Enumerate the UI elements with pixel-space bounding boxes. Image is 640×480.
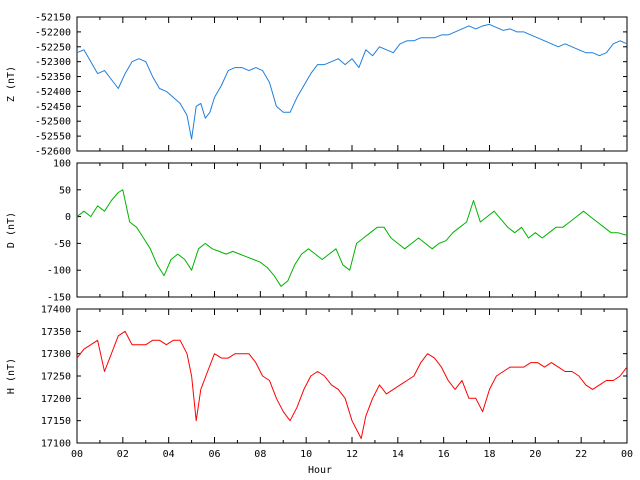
z-y-axis-title: Z (nT)	[6, 66, 17, 102]
x-tick-label: 10	[300, 449, 312, 460]
d-series-line	[76, 189, 628, 287]
d-y-tick-label: -50	[53, 239, 71, 250]
h-y-axis-title: H (nT)	[6, 358, 17, 394]
x-tick-label: 04	[163, 449, 175, 460]
z-y-tick-label: -52400	[35, 87, 71, 98]
x-axis-title: Hour	[308, 465, 332, 476]
x-tick-label: 16	[438, 449, 450, 460]
d-plot-frame	[76, 162, 628, 298]
z-y-tick-label: -52150	[35, 13, 71, 24]
x-tick-label: 14	[392, 449, 404, 460]
h-y-tick-label: 17400	[41, 305, 71, 316]
z-y-tick-label: -52600	[35, 147, 71, 158]
z-y-tick-label: -52450	[35, 102, 71, 113]
x-tick-label: 20	[529, 449, 541, 460]
x-tick-label: 12	[346, 449, 358, 460]
x-tick-label: 02	[117, 449, 129, 460]
h-y-tick-label: 17150	[41, 416, 71, 427]
z-y-tick-label: -52200	[35, 27, 71, 38]
h-y-tick-label: 17200	[41, 394, 71, 405]
x-tick-label: 00	[71, 449, 83, 460]
d-y-tick-label: 50	[59, 185, 71, 196]
x-tick-label: 00	[621, 449, 633, 460]
z-y-tick-label: -52300	[35, 57, 71, 68]
x-tick-label: 06	[208, 449, 220, 460]
x-tick-label: 08	[254, 449, 266, 460]
h-y-tick-label: 17300	[41, 349, 71, 360]
h-series-line	[76, 330, 628, 439]
h-y-tick-label: 17250	[41, 372, 71, 383]
z-y-tick-label: -52550	[35, 132, 71, 143]
d-y-tick-label: 0	[65, 212, 71, 223]
z-y-tick-label: -52350	[35, 72, 71, 83]
h-y-tick-label: 17350	[41, 327, 71, 338]
x-tick-label: 22	[575, 449, 587, 460]
z-y-tick-label: -52500	[35, 117, 71, 128]
h-plot-frame	[76, 308, 628, 444]
d-y-tick-label: -150	[47, 293, 71, 304]
z-y-tick-label: -52250	[35, 42, 71, 53]
z-plot-frame	[76, 16, 628, 152]
d-y-axis-title: D (nT)	[6, 212, 17, 248]
h-y-tick-label: 17100	[41, 439, 71, 450]
d-y-tick-label: -100	[47, 266, 71, 277]
z-series-line	[76, 23, 628, 140]
x-tick-label: 18	[483, 449, 495, 460]
d-y-tick-label: 100	[53, 159, 71, 170]
